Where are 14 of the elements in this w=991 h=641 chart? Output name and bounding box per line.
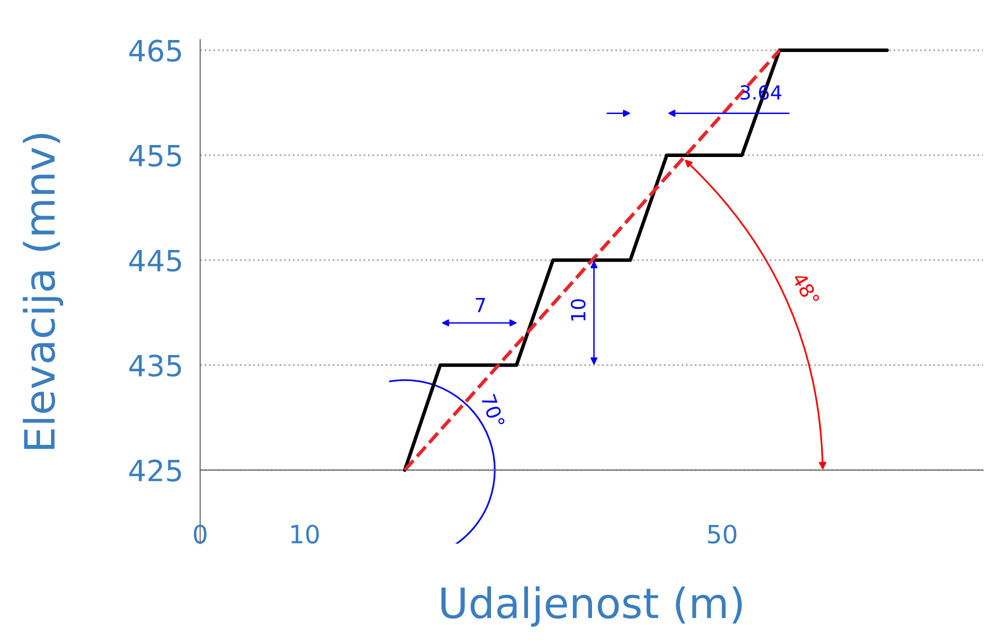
y-axis-title: Elevacija (mnv) <box>22 134 64 449</box>
y-tick-label: 465 <box>129 40 181 62</box>
y-tick-label: 455 <box>129 145 181 167</box>
annotation: 48° <box>792 272 820 306</box>
y-tick-label: 435 <box>129 354 181 377</box>
y-tick-label: 445 <box>129 250 181 272</box>
x-tick-label: 10 <box>291 524 319 544</box>
annotation: 7 <box>476 298 485 312</box>
x-axis-title: Udaljenost (m) <box>441 586 742 627</box>
annotation: 70° <box>480 394 506 428</box>
annotation: 10 <box>570 299 586 321</box>
line-series <box>403 48 889 472</box>
x-tick-label: 50 <box>708 524 736 544</box>
y-tick-label: 425 <box>129 460 181 482</box>
